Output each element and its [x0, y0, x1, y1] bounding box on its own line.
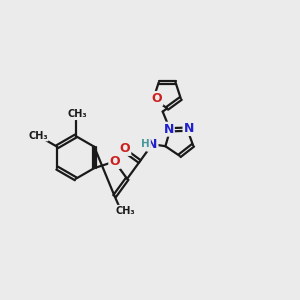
Text: N: N [184, 122, 194, 135]
Text: CH₃: CH₃ [116, 206, 135, 216]
Text: CH₃: CH₃ [28, 130, 48, 141]
Text: H: H [141, 139, 150, 149]
Text: N: N [164, 123, 174, 136]
Text: O: O [120, 142, 130, 155]
Text: CH₃: CH₃ [68, 109, 87, 119]
Text: O: O [109, 155, 120, 168]
Text: O: O [152, 92, 162, 105]
Text: N: N [147, 138, 158, 151]
